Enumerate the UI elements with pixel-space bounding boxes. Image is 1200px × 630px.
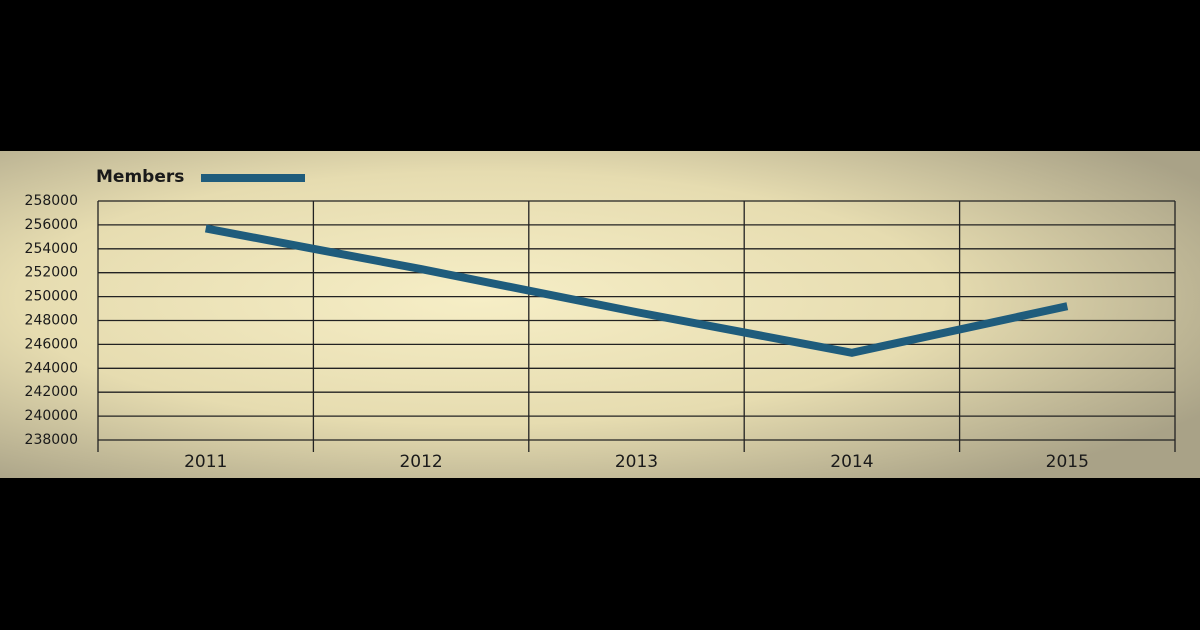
y-tick-label: 256000 — [25, 217, 78, 233]
data-line — [204, 224, 1069, 357]
y-tick-label: 252000 — [25, 265, 78, 281]
y-tick-label: 258000 — [25, 193, 78, 209]
x-tick-label: 2015 — [1046, 452, 1089, 472]
y-tick-label: 244000 — [25, 360, 78, 376]
chart-background — [0, 151, 1200, 478]
y-tick-label: 238000 — [25, 432, 78, 448]
y-tick-label: 250000 — [25, 289, 78, 305]
x-tick-label: 2011 — [184, 452, 227, 472]
x-tick-label: 2012 — [399, 452, 442, 472]
legend-label: Members — [96, 167, 184, 187]
y-tick-label: 240000 — [25, 408, 78, 424]
y-tick-label: 254000 — [25, 241, 78, 257]
x-tick-label: 2014 — [830, 452, 873, 472]
y-tick-label: 248000 — [25, 313, 78, 329]
x-tick-label: 2013 — [615, 452, 658, 472]
y-tick-label: 242000 — [25, 384, 78, 400]
y-tick-label: 246000 — [25, 336, 78, 352]
